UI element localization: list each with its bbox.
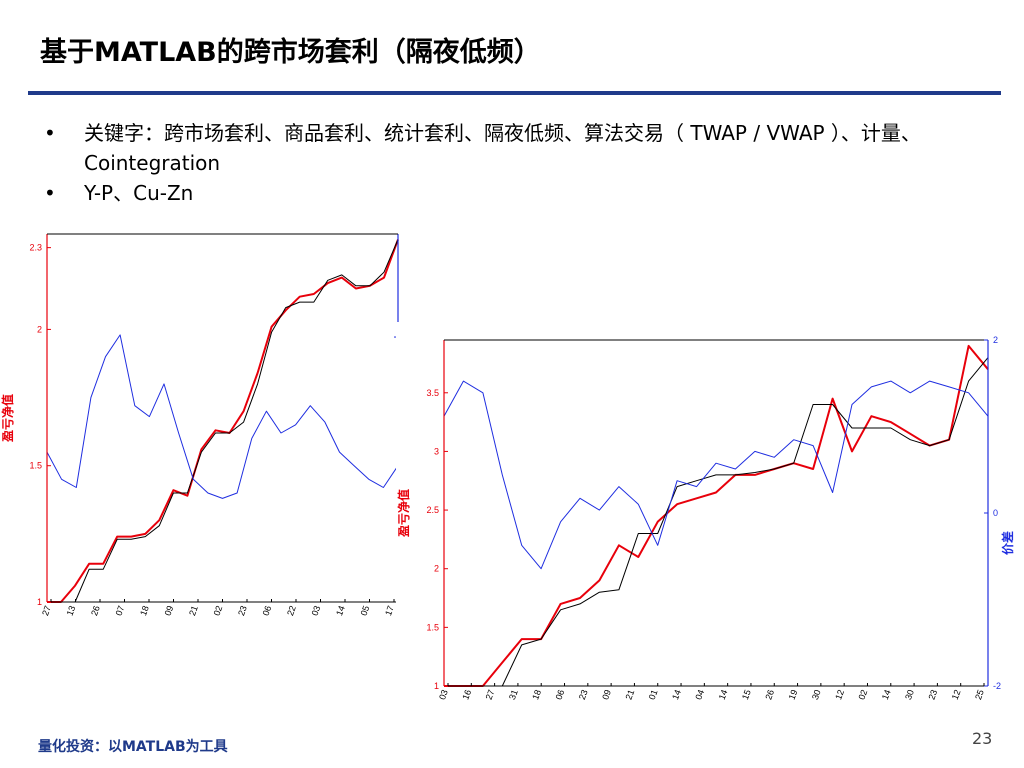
bullet-list: • 关键字：跨市场套利、商品套利、统计套利、隔夜低频、算法交易（ TWAP / … xyxy=(44,118,964,208)
chart-cuzn-equity-curve: 1 1.5 2 2.5 3 3.5 盈亏净值 2 0 -2 价差 03 16 27 31 18 06 23 09 21… xyxy=(396,322,1024,715)
y-tick-label: 1.5 xyxy=(29,461,42,471)
page-number: 23 xyxy=(972,729,993,748)
y-axis-label-left: 盈亏净值 xyxy=(0,394,15,443)
x-tick-label: 23 xyxy=(926,688,939,701)
x-tick-label: 23 xyxy=(236,604,249,617)
x-tick-label: 19 xyxy=(787,688,800,701)
y-right-tick-label: 2 xyxy=(993,335,998,345)
x-tick-label: 21 xyxy=(623,688,636,701)
x-tick-label: 14 xyxy=(717,688,730,701)
y-tick-label: 2.3 xyxy=(29,243,42,253)
x-tick-label: 18 xyxy=(138,604,151,617)
x-tick-label: 30 xyxy=(810,688,823,701)
series-line-1 xyxy=(47,239,399,603)
x-tick-label: 09 xyxy=(163,604,176,617)
x-tick-label: 04 xyxy=(693,688,706,701)
x-tick-label: 31 xyxy=(507,688,520,701)
chart-ylp-svg: 11.522.3盈亏净值1500271326071809210223062203… xyxy=(0,216,405,628)
y-tick-label: 1 xyxy=(434,681,439,691)
x-tick-label: 26 xyxy=(89,604,102,617)
x-tick-label: 07 xyxy=(114,604,127,617)
y-right-tick-label: 0 xyxy=(993,508,998,518)
x-tick-label: 14 xyxy=(880,688,893,701)
bullet-item-keywords: • 关键字：跨市场套利、商品套利、统计套利、隔夜低频、算法交易（ TWAP / … xyxy=(44,118,964,178)
x-tick-label: 27 xyxy=(484,688,497,701)
x-tick-label: 14 xyxy=(670,688,683,701)
bullet-item-pairs: • Y-P、Cu-Zn xyxy=(44,178,964,208)
series-line-2 xyxy=(47,239,399,603)
x-tick-label: 13 xyxy=(65,604,78,617)
x-tick-label: 03 xyxy=(310,604,323,617)
x-tick-label: 18 xyxy=(530,688,543,701)
x-tick-label: 14 xyxy=(334,604,347,617)
y-tick-label: 2.5 xyxy=(426,505,439,515)
x-tick-label: 22 xyxy=(285,604,298,617)
x-tick-label: 02 xyxy=(212,604,225,617)
x-tick-label: 21 xyxy=(187,604,200,617)
plot-background xyxy=(0,216,405,628)
x-tick-label: 06 xyxy=(261,604,274,617)
x-tick-label: 09 xyxy=(600,688,613,701)
slide-title: 基于MATLAB的跨市场套利（隔夜低频） xyxy=(40,37,541,68)
series-line-3 xyxy=(443,380,989,570)
x-tick-label: 15 xyxy=(740,688,753,701)
y-axis-label-left: 盈亏净值 xyxy=(396,489,411,538)
y-tick-label: 1 xyxy=(37,597,42,607)
y-axis-label-right: 价差 xyxy=(1000,531,1015,555)
bullet-text-pairs: Y-P、Cu-Zn xyxy=(84,181,194,205)
x-tick-label: 16 xyxy=(460,688,473,701)
chart-ylp-equity-curve: 11.522.3盈亏净值1500271326071809210223062203… xyxy=(0,216,405,628)
y-tick-label: 3.5 xyxy=(426,388,439,398)
y-tick-label: 3 xyxy=(434,446,439,456)
x-tick-label: 26 xyxy=(763,688,776,701)
series-line-1 xyxy=(444,344,989,687)
y-right-tick-label: -2 xyxy=(993,681,1001,691)
y-tick-label: 2 xyxy=(434,564,439,574)
y-tick-label: 1.5 xyxy=(426,622,439,632)
footer-text: 量化投资：以MATLAB为工具 xyxy=(38,739,228,755)
x-tick-label: 03 xyxy=(437,688,450,701)
x-tick-label: 23 xyxy=(577,688,590,701)
bullet-marker: • xyxy=(44,121,56,145)
x-tick-label: 27 xyxy=(40,604,53,617)
x-tick-label: 25 xyxy=(973,688,986,701)
x-tick-label: 01 xyxy=(647,688,660,701)
x-tick-label: 05 xyxy=(359,604,372,617)
x-tick-label: 30 xyxy=(903,688,916,701)
x-tick-label: 17 xyxy=(383,604,396,617)
series-line-2 xyxy=(444,357,989,687)
title-divider xyxy=(28,91,1001,95)
series-line-3 xyxy=(46,334,399,499)
bullet-text-keywords: 关键字：跨市场套利、商品套利、统计套利、隔夜低频、算法交易（ TWAP / VW… xyxy=(84,121,921,175)
x-tick-label: 12 xyxy=(950,688,963,701)
bullet-marker: • xyxy=(44,181,56,205)
x-tick-label: 06 xyxy=(554,688,567,701)
x-tick-label: 02 xyxy=(857,688,870,701)
y-tick-label: 2 xyxy=(37,324,42,334)
x-tick-label: 12 xyxy=(833,688,846,701)
chart-cuzn-svg: 1 1.5 2 2.5 3 3.5 盈亏净值 2 0 -2 价差 03 16 27 31 18 06 23 09 21… xyxy=(396,322,1024,715)
